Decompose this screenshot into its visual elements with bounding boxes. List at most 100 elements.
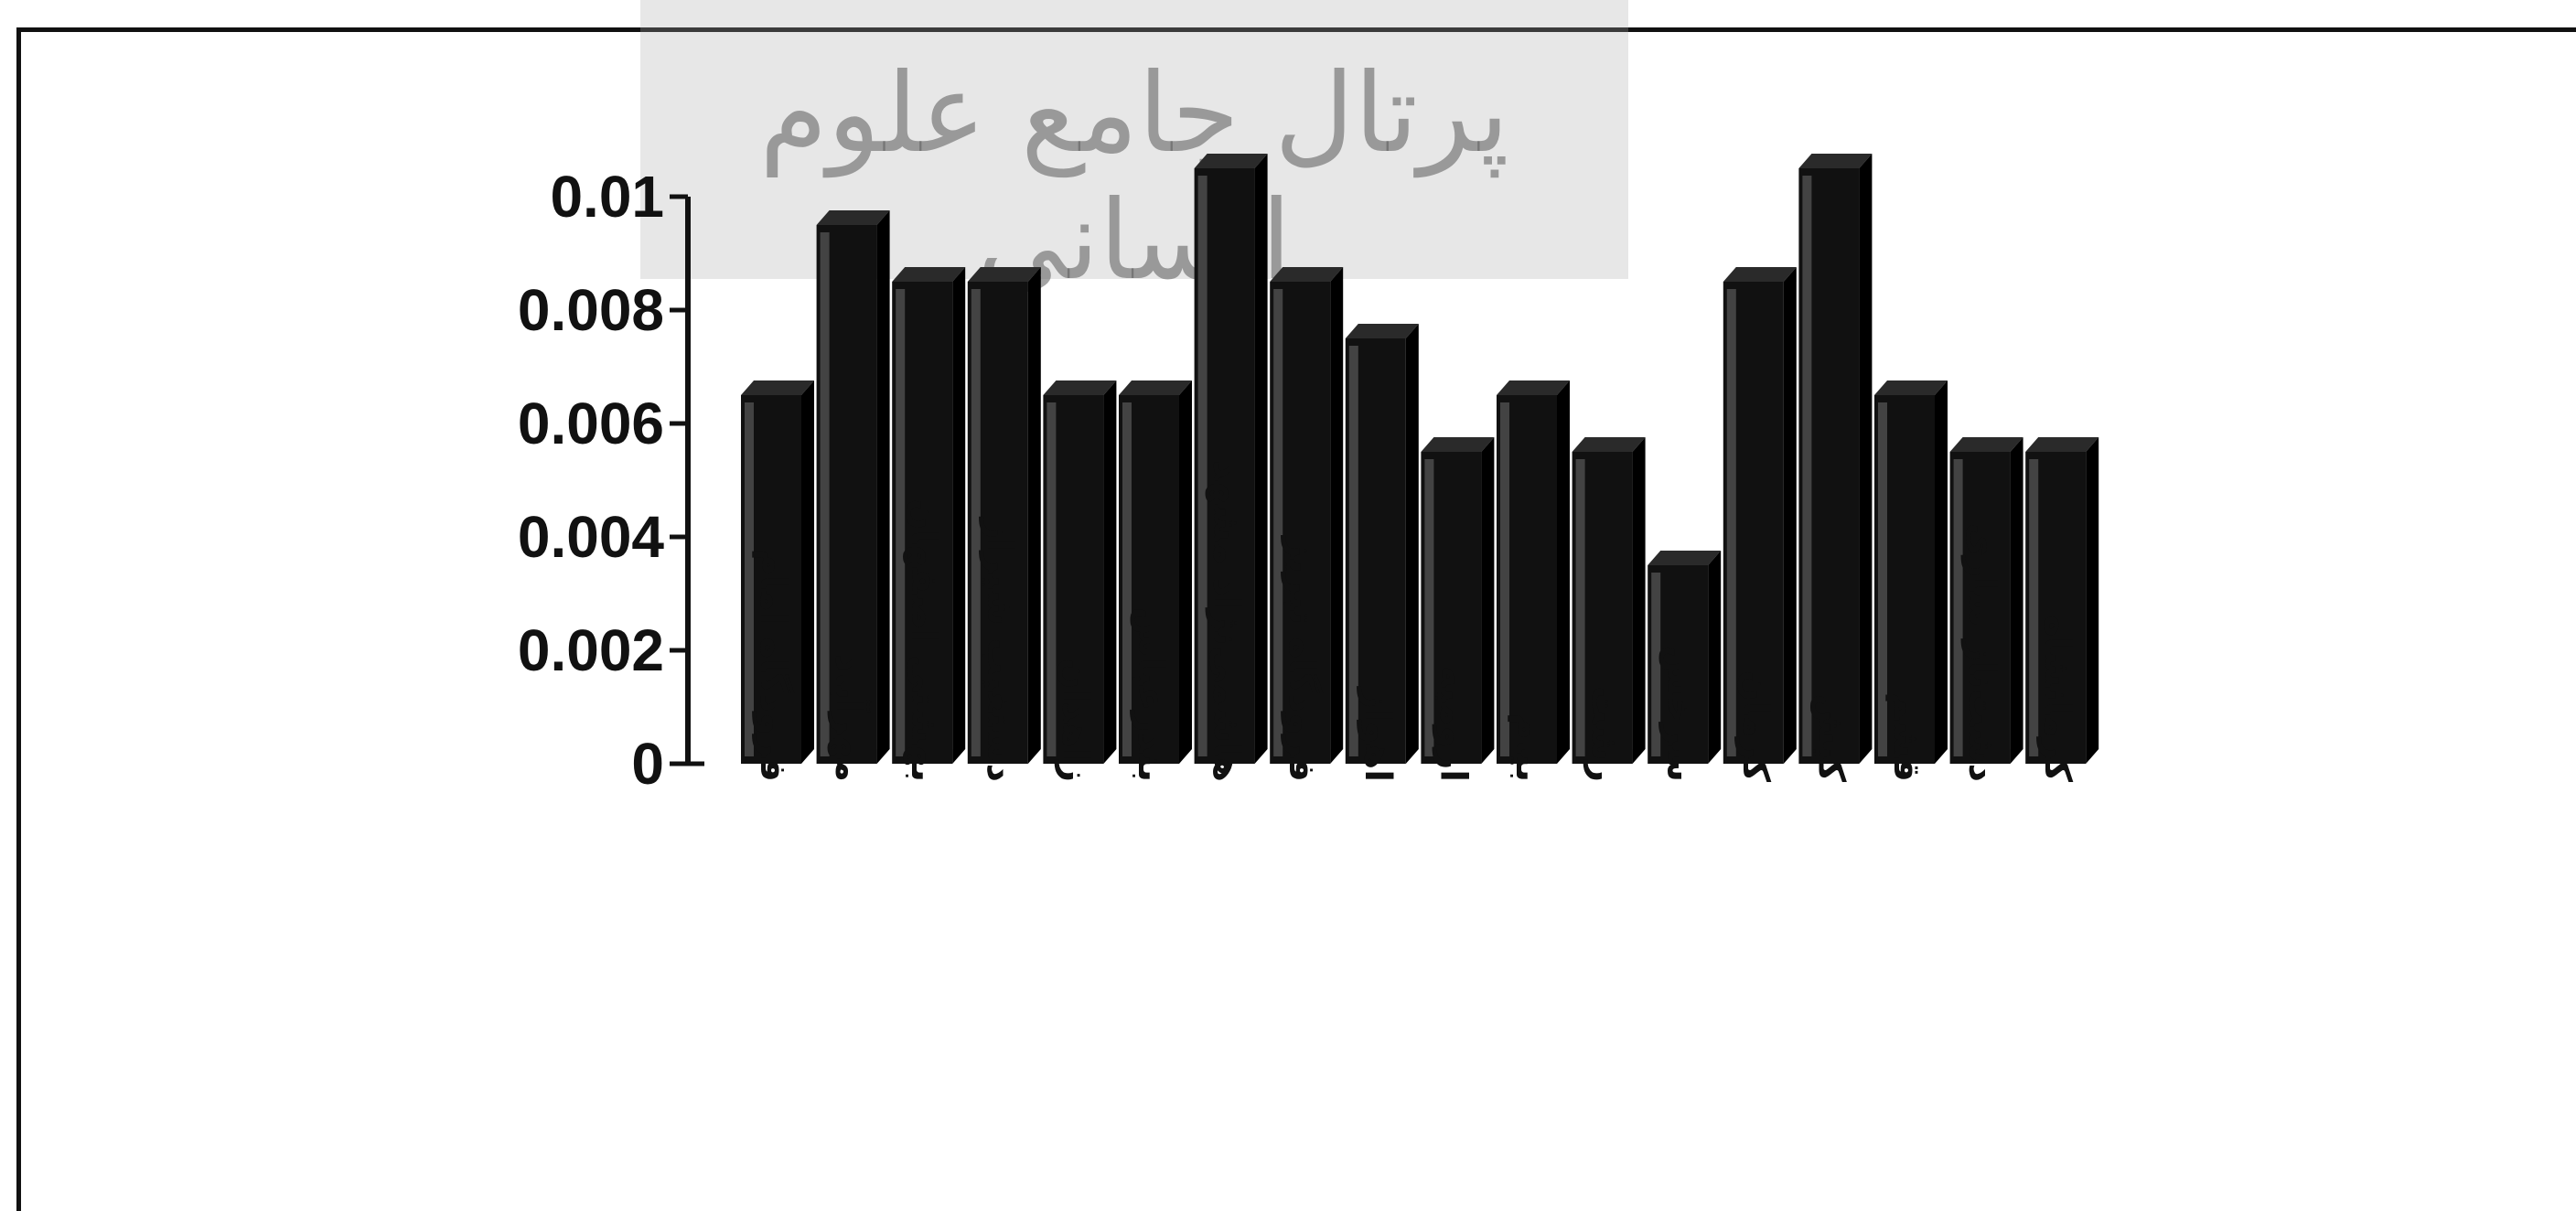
bar-side (1632, 437, 1646, 764)
bar (816, 210, 890, 764)
bar-top (1874, 380, 1948, 395)
bar-highlight (896, 289, 906, 756)
bar-highlight (971, 289, 981, 756)
x-tick-label: بیام (1508, 713, 1550, 782)
bar-top (1421, 437, 1495, 452)
bar-top (1572, 437, 1646, 452)
watermark-band: پرتال جامع علوم انسانی (640, 0, 1628, 305)
chart-frame (16, 27, 2576, 1211)
bar (1723, 267, 1797, 764)
bars-layer (741, 154, 2099, 764)
bar-top (892, 267, 966, 282)
bar-side (1179, 380, 1192, 764)
bar (1874, 380, 1948, 764)
bar-highlight (1273, 289, 1283, 756)
bar-side (1557, 380, 1570, 764)
bar (892, 267, 966, 764)
x-tick-label: فرودگاه امام (752, 549, 795, 782)
y-tick-label: 0.006 (518, 391, 664, 456)
x-tick-label: دستغیب شیراز (979, 516, 1021, 782)
x-tick-label: بندرعباس (1130, 607, 1172, 782)
bar-highlight (820, 232, 830, 756)
bar (1572, 437, 1646, 764)
bar (1043, 380, 1117, 764)
bar-side (876, 210, 890, 764)
x-tick-label: فرودگاه تبریز (1281, 535, 1324, 782)
bar-highlight (1651, 573, 1661, 756)
bar-side (1103, 380, 1117, 764)
bar-side (2086, 437, 2099, 764)
x-tick-label: کرمانشاه (2036, 616, 2078, 783)
y-tick-label: 0.004 (518, 504, 665, 570)
bar-highlight (1122, 402, 1132, 756)
bar-top (1043, 380, 1117, 395)
bar (1497, 380, 1570, 764)
x-tick-label: ارومیه (1432, 666, 1474, 782)
bar-highlight (745, 402, 754, 756)
bar-side (1330, 267, 1344, 764)
bar-top (2025, 437, 2099, 452)
bar-highlight (1046, 402, 1057, 756)
bar-side (1254, 154, 1268, 764)
bar (1119, 380, 1192, 764)
bar-side (1708, 551, 1722, 764)
x-tick-label: سرخس (1658, 645, 1701, 782)
bar (1270, 267, 1344, 764)
bar-top (1798, 154, 1873, 168)
bar-top (741, 380, 814, 395)
bar (1648, 551, 1722, 764)
bar-side (1405, 324, 1419, 764)
bar-top (967, 267, 1041, 282)
bar (1421, 437, 1495, 764)
y-tick-label: 0.01 (550, 164, 664, 230)
bar (1949, 437, 2023, 764)
bar-side (1027, 267, 1041, 764)
bar-highlight (1348, 346, 1358, 756)
bar-side (1783, 267, 1797, 764)
bar-side (1481, 437, 1495, 764)
bar-side (801, 380, 814, 764)
bar-top (1723, 267, 1797, 282)
bar-highlight (1802, 176, 1812, 756)
bar (1345, 324, 1419, 764)
bar-highlight (2029, 459, 2039, 756)
bar-top (1949, 437, 2023, 452)
bar-top (1119, 380, 1192, 395)
watermark-text: پرتال جامع علوم انسانی (759, 50, 1509, 305)
bar (967, 267, 1041, 764)
bar-side (1859, 154, 1873, 764)
bar-top (1648, 551, 1722, 565)
bar-highlight (1575, 459, 1585, 756)
x-tick-label: اهواز (1357, 686, 1399, 782)
bar-highlight (1424, 459, 1434, 756)
bar (1798, 154, 1873, 764)
bar-top (1270, 267, 1344, 282)
bar-highlight (1500, 402, 1509, 756)
bar-highlight (1878, 402, 1887, 756)
bar-side (1935, 380, 1948, 764)
bar-side (952, 267, 966, 764)
bar-highlight (1953, 459, 1963, 756)
bar (1194, 154, 1268, 764)
x-tick-label: دشت‌ناز ساری (1961, 523, 2003, 782)
bar-top (1345, 324, 1419, 338)
bar-highlight (1197, 176, 1208, 756)
bar (2025, 437, 2099, 764)
bar-top (816, 210, 890, 225)
x-tick-label: مهرآباد (828, 654, 873, 782)
bar (741, 380, 814, 764)
y-tick-label: 0.002 (518, 617, 664, 683)
y-tick-label: 0 (631, 731, 664, 797)
bar-highlight (1726, 289, 1736, 756)
x-tick-label: کرمان (1734, 670, 1776, 783)
x-tick-label: بهشتی اصفهان (903, 498, 945, 782)
bar-side (2010, 437, 2023, 764)
x-tick-label: هاشمی‌نژاد مشهد (1206, 460, 1248, 782)
x-tick-label: رشت (1583, 686, 1626, 782)
x-tick-label: قشم (1885, 692, 1927, 782)
labels-layer: فرودگاه امام مهرآباد بهشتی اصفهان دستغیب شی… (752, 460, 2078, 783)
x-tick-label: زاهدان (1054, 659, 1096, 782)
y-tick-label: 0.008 (518, 277, 664, 343)
x-tick-label: کیش (1809, 694, 1852, 783)
